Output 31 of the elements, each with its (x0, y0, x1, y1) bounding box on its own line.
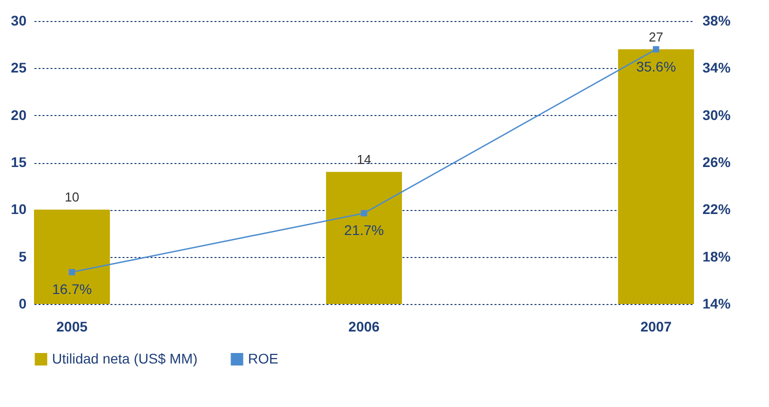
y-tick-label: 10 (10, 201, 27, 218)
bar (326, 172, 402, 304)
y-tick-label: 30 (10, 12, 27, 28)
data-label: 21.7% (344, 222, 384, 238)
bar (618, 49, 694, 304)
legend-label: ROE (248, 350, 278, 366)
legend-label: Utilidad neta (US$ MM) (52, 350, 198, 366)
y2-tick-label: 22% (702, 201, 732, 218)
y2-tick-label: 18% (702, 248, 732, 264)
data-label: 10 (64, 190, 80, 205)
y2-tick-label: 14% (702, 296, 732, 312)
data-label: 27 (648, 29, 664, 44)
point (68, 269, 76, 276)
y-tick-label: 0 (18, 296, 27, 312)
point (360, 210, 368, 216)
y2-tick-label: 26% (702, 154, 732, 170)
x-tick-label: 2007 (640, 318, 672, 334)
point (652, 46, 660, 52)
bar (34, 210, 110, 304)
data-label: 16.7% (52, 281, 92, 298)
y2-tick-label: 34% (702, 60, 732, 76)
x-tick-label: 2005 (56, 318, 88, 334)
y2-tick-label: 30% (702, 106, 732, 123)
y-tick-label: 15 (10, 154, 27, 170)
x-tick-label: 2006 (348, 318, 380, 334)
y-tick-label: 5 (18, 248, 27, 264)
data-label: 35.6% (636, 58, 676, 74)
y2-tick-label: 38% (702, 12, 732, 28)
y-tick-label: 25 (10, 60, 27, 76)
y-tick-label: 20 (10, 106, 27, 123)
data-label: 14 (356, 152, 372, 167)
